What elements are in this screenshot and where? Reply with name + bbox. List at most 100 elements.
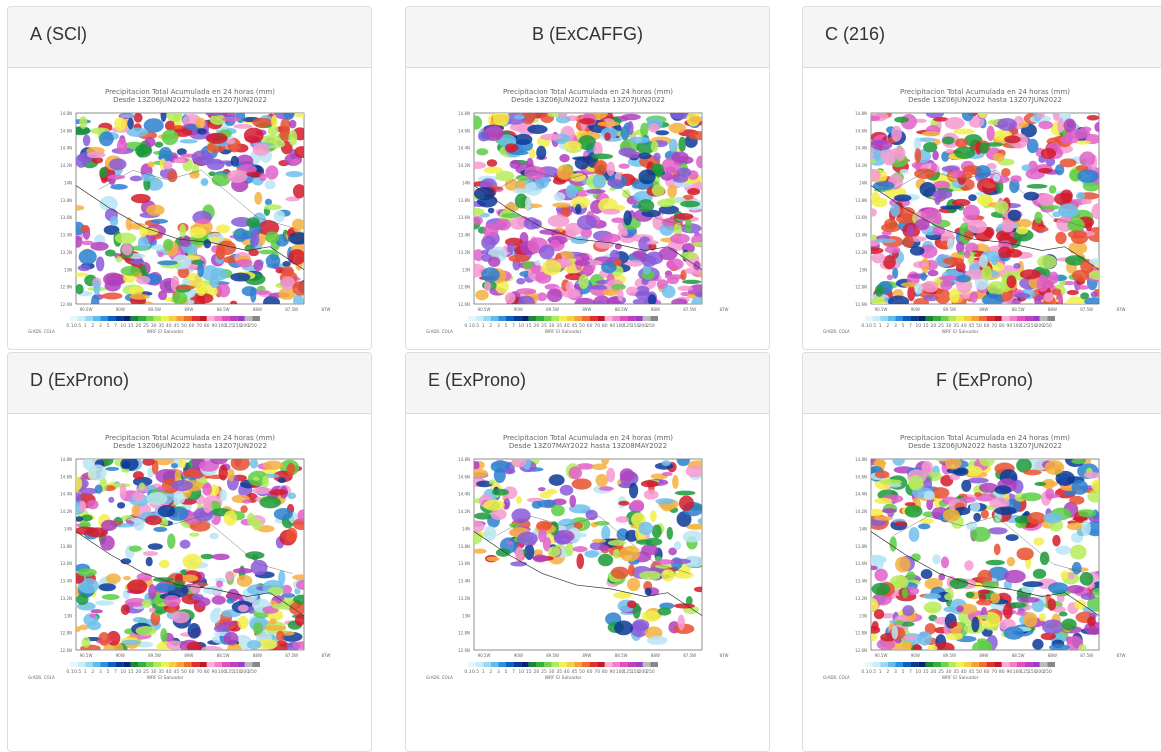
rain-blob: [514, 134, 532, 145]
rain-blob: [1023, 612, 1037, 627]
colorbar-segment: [567, 662, 575, 667]
rain-blob: [918, 523, 930, 529]
rain-blob: [867, 633, 877, 641]
lat-label: 12.6N: [458, 302, 470, 307]
rain-blob: [1087, 616, 1096, 626]
rain-blob: [956, 275, 971, 283]
rain-blob: [147, 161, 154, 167]
rain-blob: [551, 505, 565, 517]
rain-blob: [1038, 168, 1052, 173]
colorbar-segment: [941, 316, 949, 321]
lon-label: 90W: [116, 653, 125, 658]
rain-blob: [672, 475, 679, 489]
rain-blob: [1069, 129, 1090, 139]
colorbar-segment: [605, 316, 613, 321]
rain-blob: [121, 604, 130, 615]
rain-blob: [469, 469, 489, 478]
rain-blob: [88, 464, 107, 480]
colorbar-label: 250: [248, 323, 257, 329]
colorbar-label: 70: [594, 669, 600, 675]
lat-label: 13.6N: [458, 215, 470, 220]
rain-blob: [867, 159, 876, 164]
colorbar-segment: [161, 316, 169, 321]
rain-blob: [620, 546, 640, 562]
lon-label: 89.5W: [943, 307, 956, 312]
colorbar-segment: [169, 316, 177, 321]
rain-blob: [486, 557, 499, 562]
panel-body: Precipitacion Total Acumulada en 24 hora…: [803, 414, 1161, 702]
colorbar-label: 15: [526, 669, 532, 675]
rain-blob: [693, 261, 700, 270]
lat-label: 13.2N: [60, 596, 72, 601]
rain-blob: [1055, 545, 1071, 554]
colorbar-label: 25: [541, 323, 547, 329]
colorbar-segment: [491, 662, 499, 667]
lat-label: 14.6N: [60, 474, 72, 479]
rain-blob: [253, 143, 270, 155]
rain-blob: [219, 465, 228, 481]
colorbar-segment: [650, 662, 658, 667]
rain-blob: [892, 267, 898, 278]
lat-label: 12.6N: [60, 302, 72, 307]
colorbar-label: 10: [915, 323, 921, 329]
colorbar-segment: [138, 662, 146, 667]
rain-blob: [224, 511, 237, 526]
rain-blob: [93, 280, 100, 295]
rain-blob: [617, 289, 623, 302]
rain-blob: [883, 151, 896, 166]
rain-blob: [586, 510, 598, 520]
rain-blob: [910, 246, 925, 256]
rain-blob: [953, 128, 974, 134]
rain-blob: [971, 617, 979, 633]
rain-blob: [293, 595, 309, 605]
colorbar-label: 7: [114, 323, 117, 329]
rain-blob: [874, 460, 887, 467]
rain-blob: [524, 166, 545, 180]
rain-blob: [894, 117, 909, 123]
rain-blob: [1060, 189, 1073, 202]
colorbar-segment: [222, 662, 230, 667]
rain-blob: [594, 160, 608, 175]
rain-blob: [640, 123, 648, 137]
lon-label: 88W: [253, 653, 262, 658]
rain-blob: [158, 505, 175, 517]
colorbar-segment: [971, 316, 979, 321]
rain-blob: [252, 118, 271, 128]
rain-blob: [1067, 290, 1079, 295]
colorbar-segment: [1009, 316, 1017, 321]
rain-blob: [188, 300, 195, 305]
colorbar-label: 3: [497, 669, 500, 675]
rain-blob: [102, 293, 123, 300]
rain-blob: [606, 162, 615, 177]
colorbar-segment: [895, 662, 903, 667]
colorbar-label: 45: [969, 669, 975, 675]
colorbar-segment: [544, 316, 552, 321]
rain-blob: [640, 258, 647, 263]
rain-blob: [72, 236, 83, 248]
rain-blob: [510, 160, 521, 169]
colorbar-segment: [1009, 662, 1017, 667]
rain-blob: [559, 154, 570, 162]
colorbar-label: 10: [120, 323, 126, 329]
colorbar-segment: [1047, 662, 1055, 667]
rain-blob: [134, 113, 143, 123]
colorbar-label: 50: [976, 323, 982, 329]
rain-blob: [1070, 545, 1087, 560]
rain-blob: [1087, 115, 1099, 120]
rain-blob: [192, 594, 204, 601]
rain-blob: [1052, 288, 1061, 295]
rain-blob: [954, 146, 975, 159]
colorbar-label: 5: [902, 669, 905, 675]
rain-blob: [158, 290, 167, 300]
rain-blob: [622, 190, 631, 198]
lon-label: 90.5W: [478, 653, 491, 658]
colorbar-segment: [237, 662, 245, 667]
rain-blob: [638, 169, 655, 184]
colorbar-label: 0.5: [472, 669, 479, 675]
colorbar-label: 80: [204, 323, 210, 329]
rain-blob: [102, 594, 120, 600]
rain-blob: [191, 150, 213, 165]
rain-blob: [944, 593, 953, 600]
lat-label: 14N: [859, 180, 867, 185]
colorbar-segment: [949, 662, 957, 667]
